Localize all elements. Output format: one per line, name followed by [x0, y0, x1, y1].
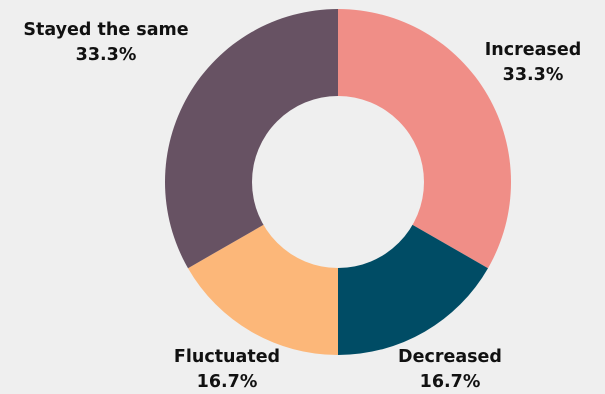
- slice-percent-decreased: 16.7%: [420, 372, 481, 392]
- slice-label-stayed-the-same: Stayed the same: [23, 20, 188, 40]
- slice-label-increased: Increased: [485, 40, 581, 60]
- slice-percent-stayed-the-same: 33.3%: [76, 45, 137, 65]
- slice-percent-increased: 33.3%: [503, 65, 564, 85]
- donut-hole: [252, 96, 424, 268]
- slice-percent-fluctuated: 16.7%: [197, 372, 258, 392]
- slice-label-fluctuated: Fluctuated: [174, 347, 280, 367]
- slice-label-decreased: Decreased: [398, 347, 502, 367]
